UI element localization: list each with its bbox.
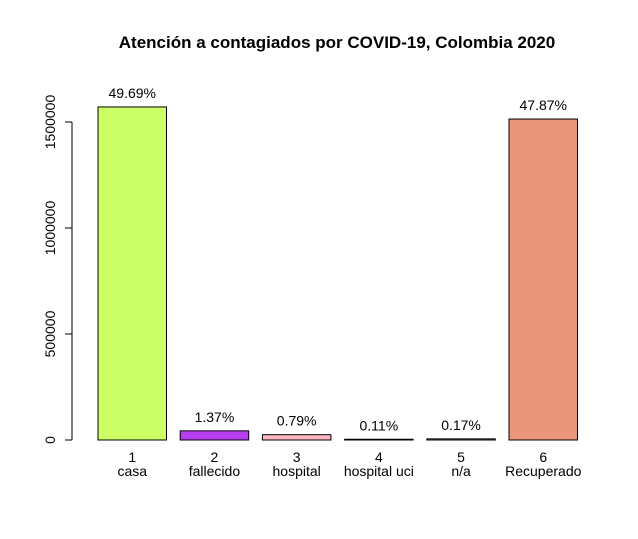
bar-annotation: 0.17% bbox=[441, 417, 481, 433]
bar-annotation: 1.37% bbox=[195, 409, 235, 425]
x-tick-code: 5 bbox=[457, 449, 465, 465]
bar-annotation: 47.87% bbox=[520, 97, 567, 113]
x-tick-code: 6 bbox=[539, 449, 547, 465]
bar-annotation: 0.79% bbox=[277, 413, 317, 429]
x-tick-code: 4 bbox=[375, 449, 383, 465]
x-tick-code: 3 bbox=[293, 449, 301, 465]
y-tick-label: 0 bbox=[42, 436, 58, 444]
x-tick-label: fallecido bbox=[189, 463, 241, 479]
y-tick-label: 1500000 bbox=[42, 95, 58, 150]
y-tick-label: 1000000 bbox=[42, 201, 58, 256]
bar-annotation: 0.11% bbox=[360, 417, 399, 433]
bar bbox=[179, 430, 250, 441]
x-tick-label: n/a bbox=[451, 463, 471, 479]
x-tick-label: Recuperado bbox=[505, 463, 581, 479]
bar bbox=[426, 438, 496, 441]
bar bbox=[97, 106, 167, 441]
bar-annotation: 49.69% bbox=[109, 85, 156, 101]
x-tick-code: 1 bbox=[128, 449, 136, 465]
chart-title: Atención a contagiados por COVID-19, Col… bbox=[119, 33, 555, 52]
x-tick-label: hospital uci bbox=[344, 463, 414, 479]
bar bbox=[344, 438, 414, 441]
x-tick-label: hospital bbox=[273, 463, 321, 479]
bar bbox=[508, 118, 578, 441]
y-tick-label: 500000 bbox=[42, 310, 58, 357]
x-tick-code: 2 bbox=[211, 449, 219, 465]
x-tick-label: casa bbox=[117, 463, 147, 479]
bar bbox=[261, 434, 332, 441]
